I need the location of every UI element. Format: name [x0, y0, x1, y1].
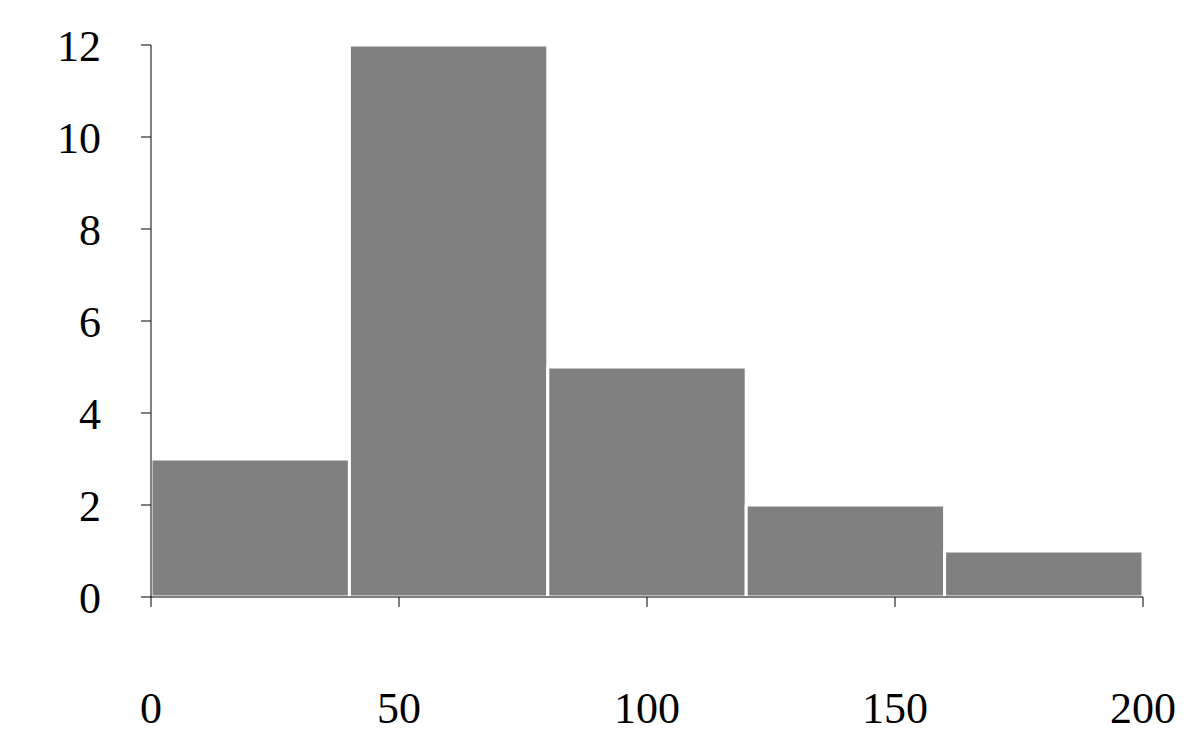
svg-text:100: 100	[614, 684, 680, 733]
svg-text:0: 0	[140, 684, 162, 733]
svg-text:150: 150	[862, 684, 928, 733]
svg-text:12: 12	[57, 22, 101, 71]
svg-text:50: 50	[377, 684, 421, 733]
svg-text:6: 6	[79, 298, 101, 347]
svg-text:2: 2	[79, 482, 101, 531]
svg-text:200: 200	[1110, 684, 1176, 733]
svg-text:4: 4	[79, 390, 101, 439]
svg-text:10: 10	[57, 114, 101, 163]
svg-text:0: 0	[79, 574, 101, 623]
svg-text:8: 8	[79, 206, 101, 255]
